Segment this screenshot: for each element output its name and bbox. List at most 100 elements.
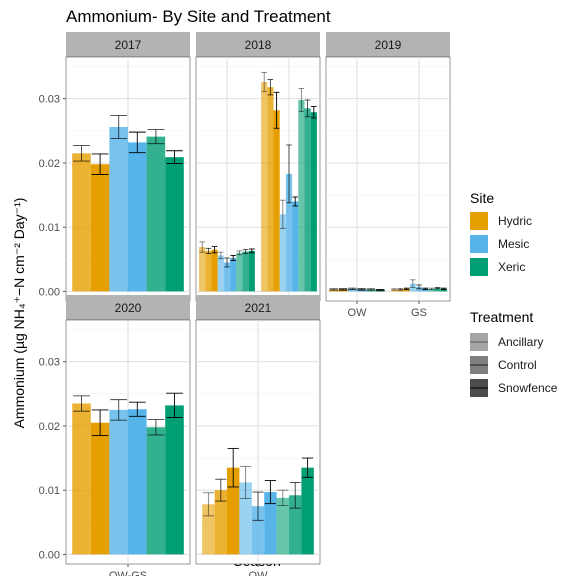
bar-xeric-ancillary (236, 252, 243, 292)
bar-xeric-snowfence (165, 405, 184, 555)
error-bar (215, 478, 227, 502)
error-bar (242, 249, 249, 254)
legend-title-site: Site (470, 190, 494, 206)
error-bar (434, 287, 441, 290)
error-bar (298, 88, 305, 113)
error-bar (261, 71, 267, 93)
error-bar (441, 287, 447, 290)
error-bar (302, 457, 314, 478)
bar-xeric-control (289, 495, 302, 555)
bar-hydric-snowfence (90, 164, 110, 292)
error-bar (338, 288, 348, 291)
error-bar (289, 482, 301, 509)
legend-label: Mesic (498, 237, 529, 251)
error-bar (211, 245, 218, 254)
bar-xeric-ancillary (428, 288, 435, 292)
facet-strip-label: 2021 (245, 301, 272, 315)
error-bar (252, 491, 264, 521)
error-bar (128, 401, 146, 417)
error-bar (397, 288, 404, 291)
legend-label: Snowfence (498, 381, 558, 395)
error-bar (218, 251, 224, 260)
facet-panel-2019: 2019 OW GS (325, 32, 451, 319)
bar-mesic-control (109, 126, 128, 292)
error-bar (357, 288, 366, 291)
facet-panel-2017: 2017OW0.000.010.020.03 (39, 32, 191, 319)
y-tick-label: 0.01 (39, 485, 60, 497)
error-bar (224, 257, 230, 268)
x-tick-label: OW (249, 570, 269, 576)
bar-xeric-control (434, 288, 441, 292)
y-tick-label: 0.00 (39, 549, 60, 561)
error-bar (348, 287, 357, 290)
error-bar (249, 248, 255, 254)
legend-title-treatment: Treatment (470, 309, 533, 325)
bar-mesic-ancillary (217, 255, 224, 292)
bar-mesic-snowfence (128, 409, 147, 555)
error-bar (227, 447, 239, 488)
error-bar (286, 144, 292, 204)
error-bar (110, 114, 128, 139)
legend-key-ancillary (470, 333, 488, 351)
legend-key-xeric (470, 258, 488, 276)
legend-label: Control (498, 358, 537, 372)
facet-strip (196, 32, 320, 57)
legend-key-mesic (470, 235, 488, 253)
error-bar (230, 254, 236, 261)
bar-xeric-control (304, 108, 311, 292)
plot-panel (325, 56, 451, 302)
error-bar (311, 105, 317, 119)
bar-mesic-snowfence (292, 201, 299, 292)
bar-mesic-control (223, 262, 231, 292)
bar-xeric-control (242, 251, 249, 292)
bar-xeric-control (146, 427, 166, 555)
error-bar (110, 399, 128, 421)
bar-xeric-ancillary (298, 100, 305, 292)
error-bar (292, 196, 298, 207)
bar-mesic-snowfence (422, 288, 429, 292)
error-bar (410, 279, 416, 288)
legend-label: Ancillary (498, 335, 543, 349)
error-bar (422, 287, 428, 290)
bar-mesic-control (109, 409, 128, 555)
error-bar (280, 199, 286, 229)
bar-xeric-ancillary (276, 497, 289, 555)
y-tick-label: 0.03 (39, 357, 60, 369)
facet-panel-2018: 2018OW-GSGS (195, 32, 321, 319)
bar-xeric-snowfence (301, 467, 314, 555)
bar-mesic-snowfence (264, 492, 277, 555)
bar-mesic-snowfence (230, 257, 237, 292)
error-bar (273, 91, 280, 129)
x-tick-label: OW-GS (109, 570, 147, 576)
facet-strip (66, 32, 190, 57)
y-tick-label: 0.00 (39, 286, 60, 298)
y-tick-label: 0.01 (39, 222, 60, 234)
bar-hydric-control (72, 153, 91, 292)
error-bar (391, 288, 397, 291)
error-bar (376, 288, 385, 292)
bar-hydric-snowfence (211, 249, 218, 292)
facet-strip-label: 2017 (115, 38, 142, 52)
facet-panel-2021: 2021 OW (195, 295, 321, 581)
bar-hydric-snowfence (90, 422, 110, 555)
facet-strip-label: 2019 (375, 38, 402, 52)
bar-xeric-snowfence (165, 157, 184, 292)
bar-hydric-snowfence (273, 110, 280, 292)
bar-hydric-snowfence (227, 467, 240, 555)
bar-mesic-control (285, 173, 293, 292)
error-bar (236, 250, 243, 256)
bar-mesic-ancillary (279, 214, 286, 292)
facet-strip-label: 2020 (115, 301, 142, 315)
bar-hydric-ancillary (261, 82, 268, 292)
legend-label: Hydric (498, 214, 532, 228)
error-bar (166, 392, 183, 419)
y-tick-label: 0.02 (39, 158, 60, 170)
error-bar (147, 419, 165, 436)
bar-hydric-ancillary (199, 247, 206, 292)
error-bar (403, 287, 410, 290)
error-bar (128, 131, 146, 154)
error-bar (73, 145, 90, 162)
error-bar (304, 99, 311, 118)
bar-xeric-snowfence (248, 250, 255, 292)
error-bar (166, 150, 183, 165)
